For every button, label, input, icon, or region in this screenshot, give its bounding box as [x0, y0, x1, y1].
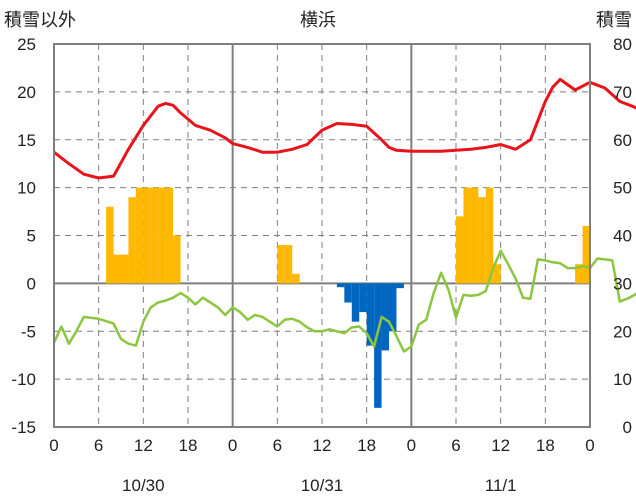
date-labels: 10/30 10/31 11/1 — [122, 476, 517, 495]
x-tick-label: 0 — [585, 436, 594, 455]
plot-border — [53, 43, 591, 428]
orange-bar — [463, 187, 471, 284]
orange-bar — [493, 264, 501, 284]
orange-bar — [485, 187, 494, 284]
x-tick-label: 18 — [179, 436, 198, 455]
orange-bar — [165, 187, 174, 284]
x-tick-label: 6 — [94, 436, 103, 455]
orange-bar — [106, 206, 114, 284]
right-tick-label: 60 — [613, 131, 632, 150]
x-tick-label: 12 — [134, 436, 153, 455]
orange-bar — [284, 245, 293, 284]
orange-bar — [173, 235, 181, 284]
x-tick-label: 0 — [49, 436, 58, 455]
orange-bar — [277, 245, 285, 284]
blue-bar — [359, 283, 367, 313]
right-tick-label: 30 — [613, 274, 632, 293]
x-tick-label: 0 — [228, 436, 237, 455]
chart-title: 横浜 — [300, 10, 336, 30]
blue-bar — [381, 283, 389, 351]
x-tick-label: 6 — [451, 436, 460, 455]
x-tick-label: 6 — [273, 436, 282, 455]
left-tick-label: 5 — [27, 227, 36, 246]
right-tick-label: 0 — [623, 418, 632, 437]
x-tick-label: 18 — [536, 436, 555, 455]
line-series — [52, 77, 636, 353]
blue-bar — [389, 283, 397, 332]
date-label: 11/1 — [485, 476, 517, 495]
right-tick-label: 80 — [613, 35, 632, 54]
orange-bar — [582, 225, 590, 284]
right-axis-label: 積雪 — [596, 10, 632, 30]
bar-series — [106, 187, 590, 408]
blue-bar — [351, 283, 360, 322]
date-label: 10/31 — [301, 476, 344, 495]
left-tick-label: 20 — [17, 83, 36, 102]
orange-bar — [575, 264, 583, 284]
left-tick-label: 15 — [17, 131, 36, 150]
blue-bar — [374, 283, 382, 408]
right-tick-label: 70 — [613, 83, 632, 102]
orange-bar — [456, 216, 464, 284]
left-axis-label: 積雪以外 — [4, 10, 76, 30]
date-label: 10/30 — [122, 476, 165, 495]
orange-bar — [143, 187, 151, 284]
left-tick-label: -15 — [11, 418, 36, 437]
right-tick-label: 40 — [613, 227, 632, 246]
x-tick-label: 12 — [313, 436, 332, 455]
right-tick-label: 20 — [613, 322, 632, 341]
x-tick-label: 18 — [357, 436, 376, 455]
orange-bar — [478, 197, 486, 284]
orange-bar — [121, 254, 129, 284]
orange-bar — [135, 187, 144, 284]
right-tick-label: 10 — [613, 370, 632, 389]
orange-bar — [128, 197, 136, 284]
blue-bar — [366, 283, 375, 346]
orange-bar — [113, 254, 121, 284]
left-tick-label: 10 — [17, 179, 36, 198]
x-tick-label: 0 — [407, 436, 416, 455]
red-line — [53, 77, 636, 180]
green-line — [52, 249, 636, 353]
blue-bar — [396, 283, 404, 289]
left-tick-label: -5 — [21, 322, 36, 341]
plot-frame — [53, 43, 591, 428]
blue-bar — [336, 283, 345, 288]
x-tick-label: 12 — [491, 436, 510, 455]
right-tick-label: 50 — [613, 179, 632, 198]
left-tick-label: -10 — [11, 370, 36, 389]
blue-bar — [344, 283, 352, 303]
orange-bar — [150, 187, 159, 284]
orange-bar — [470, 187, 479, 284]
orange-bar — [158, 187, 166, 284]
left-tick-label: 25 — [17, 35, 36, 54]
left-tick-label: 0 — [27, 274, 36, 293]
orange-bar — [292, 273, 300, 284]
